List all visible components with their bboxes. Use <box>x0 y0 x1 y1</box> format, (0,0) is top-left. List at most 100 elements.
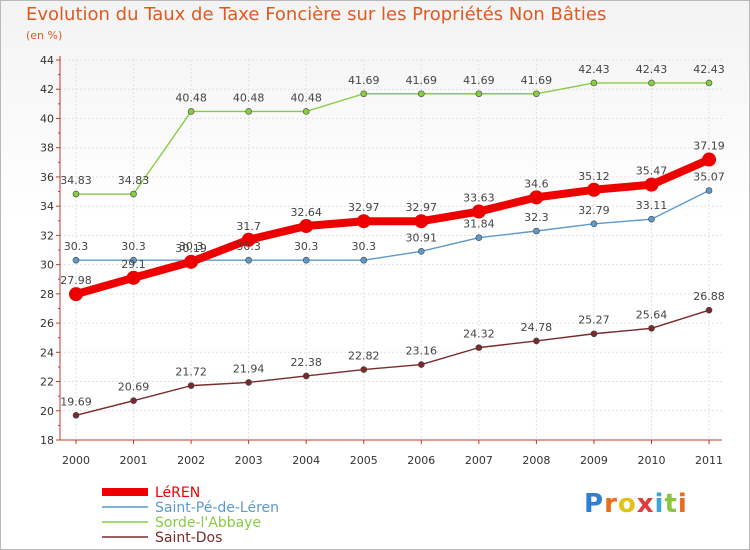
data-label: 30.91 <box>406 231 438 244</box>
legend: LéRENSaint-Pé-de-LérenSorde-l'AbbayeSain… <box>102 485 279 546</box>
data-label: 41.69 <box>463 74 495 87</box>
logo-letter: i <box>654 489 665 519</box>
y-tick-label: 24 <box>40 346 54 359</box>
data-label: 24.32 <box>463 328 495 341</box>
x-tick-label: 2009 <box>580 454 608 467</box>
data-label: 26.88 <box>693 290 725 303</box>
data-label: 19.69 <box>60 395 92 408</box>
logo-letter: x <box>636 489 655 519</box>
data-label: 35.12 <box>578 170 610 183</box>
data-label: 30.3 <box>352 240 377 253</box>
data-label: 41.69 <box>406 74 438 87</box>
data-label: 31.7 <box>236 220 261 233</box>
data-point <box>187 382 195 389</box>
data-label: 20.69 <box>118 381 150 394</box>
data-point <box>590 220 598 228</box>
x-tick-label: 2010 <box>638 454 666 467</box>
data-point <box>72 190 80 198</box>
data-label: 29.1 <box>121 258 146 271</box>
x-tick-label: 2011 <box>695 454 723 467</box>
y-tick-label: 42 <box>40 83 54 96</box>
data-label: 32.3 <box>524 211 549 224</box>
data-point <box>533 90 540 98</box>
data-point <box>417 90 425 98</box>
data-point <box>471 204 486 219</box>
x-tick-label: 2004 <box>292 454 320 467</box>
data-labels: 27.98 29.1 30.19 31.7 32.64 32.97 32.97 33.63 34… <box>60 63 725 408</box>
data-label: 33.63 <box>463 192 495 205</box>
y-tick-label: 44 <box>40 54 54 67</box>
logo-letter: o <box>617 489 637 519</box>
data-label: 21.94 <box>233 362 265 375</box>
data-point <box>533 227 540 235</box>
data-point <box>245 379 252 386</box>
x-tick-label: 2006 <box>407 454 435 467</box>
data-label: 35.07 <box>693 171 725 184</box>
logo-letter: r <box>604 489 618 519</box>
data-point <box>245 108 252 115</box>
data-point <box>705 187 713 194</box>
data-label: 22.38 <box>290 356 322 369</box>
data-label: 33.11 <box>636 199 668 212</box>
data-point <box>302 256 310 264</box>
data-point <box>72 411 80 419</box>
x-tick-label: 2003 <box>235 454 263 467</box>
data-point <box>302 108 310 115</box>
legend-label: Saint-Pé-de-Léren <box>155 500 279 516</box>
data-label: 32.97 <box>348 201 380 214</box>
series-line-2 <box>75 82 710 195</box>
data-point <box>69 287 83 302</box>
grid-lines <box>60 59 722 441</box>
data-point <box>475 234 483 242</box>
data-point <box>648 325 655 332</box>
data-label: 30.3 <box>64 240 89 253</box>
data-label: 23.16 <box>406 345 438 358</box>
y-tick-label: 18 <box>40 434 54 447</box>
data-point <box>590 79 598 87</box>
x-tick-label: 2008 <box>522 454 550 467</box>
logo-letter: i <box>677 489 688 519</box>
y-tick-label: 38 <box>40 142 54 155</box>
x-tick-label: 2002 <box>177 454 205 467</box>
data-point <box>187 108 195 115</box>
data-point <box>299 219 314 234</box>
data-label: 30.3 <box>121 240 146 253</box>
series-line-3 <box>75 309 710 416</box>
data-label: 30.3 <box>236 240 261 253</box>
series-line-0 <box>72 155 714 299</box>
data-point <box>360 256 368 264</box>
data-point <box>302 372 310 380</box>
data-label: 34.6 <box>524 177 549 190</box>
data-point <box>417 248 425 255</box>
data-point <box>184 254 199 269</box>
data-point <box>533 337 540 345</box>
data-label: 25.27 <box>578 314 610 327</box>
y-tick-label: 36 <box>40 171 54 184</box>
y-tick-label: 40 <box>40 112 54 125</box>
data-label: 42.43 <box>693 63 725 76</box>
data-point <box>126 270 141 285</box>
series-group <box>69 79 717 419</box>
data-point <box>241 232 256 247</box>
x-tick-label: 2007 <box>465 454 493 467</box>
data-point <box>356 214 371 229</box>
data-point <box>360 366 368 373</box>
data-point <box>590 330 598 338</box>
axes: 18 20 22 24 26 28 30 32 34 36 38 40 42 44 2000 2001 2002… <box>40 54 723 467</box>
data-point <box>475 90 483 98</box>
data-point <box>644 177 659 192</box>
x-tick-label: 2000 <box>62 454 90 467</box>
data-label: 34.83 <box>118 174 150 187</box>
proxiti-logo: Proxiti <box>584 489 688 519</box>
legend-label: Saint-Dos <box>155 530 222 546</box>
data-label: 42.43 <box>636 63 668 76</box>
y-tick-label: 20 <box>40 405 54 418</box>
legend-label: Sorde-l'Abbaye <box>155 515 261 531</box>
data-label: 34.83 <box>60 174 92 187</box>
data-label: 21.72 <box>175 366 207 379</box>
data-label: 30.3 <box>294 240 319 253</box>
x-tick-label: 2005 <box>350 454 378 467</box>
data-label: 32.97 <box>406 201 438 214</box>
legend-label: LéREN <box>155 485 200 501</box>
